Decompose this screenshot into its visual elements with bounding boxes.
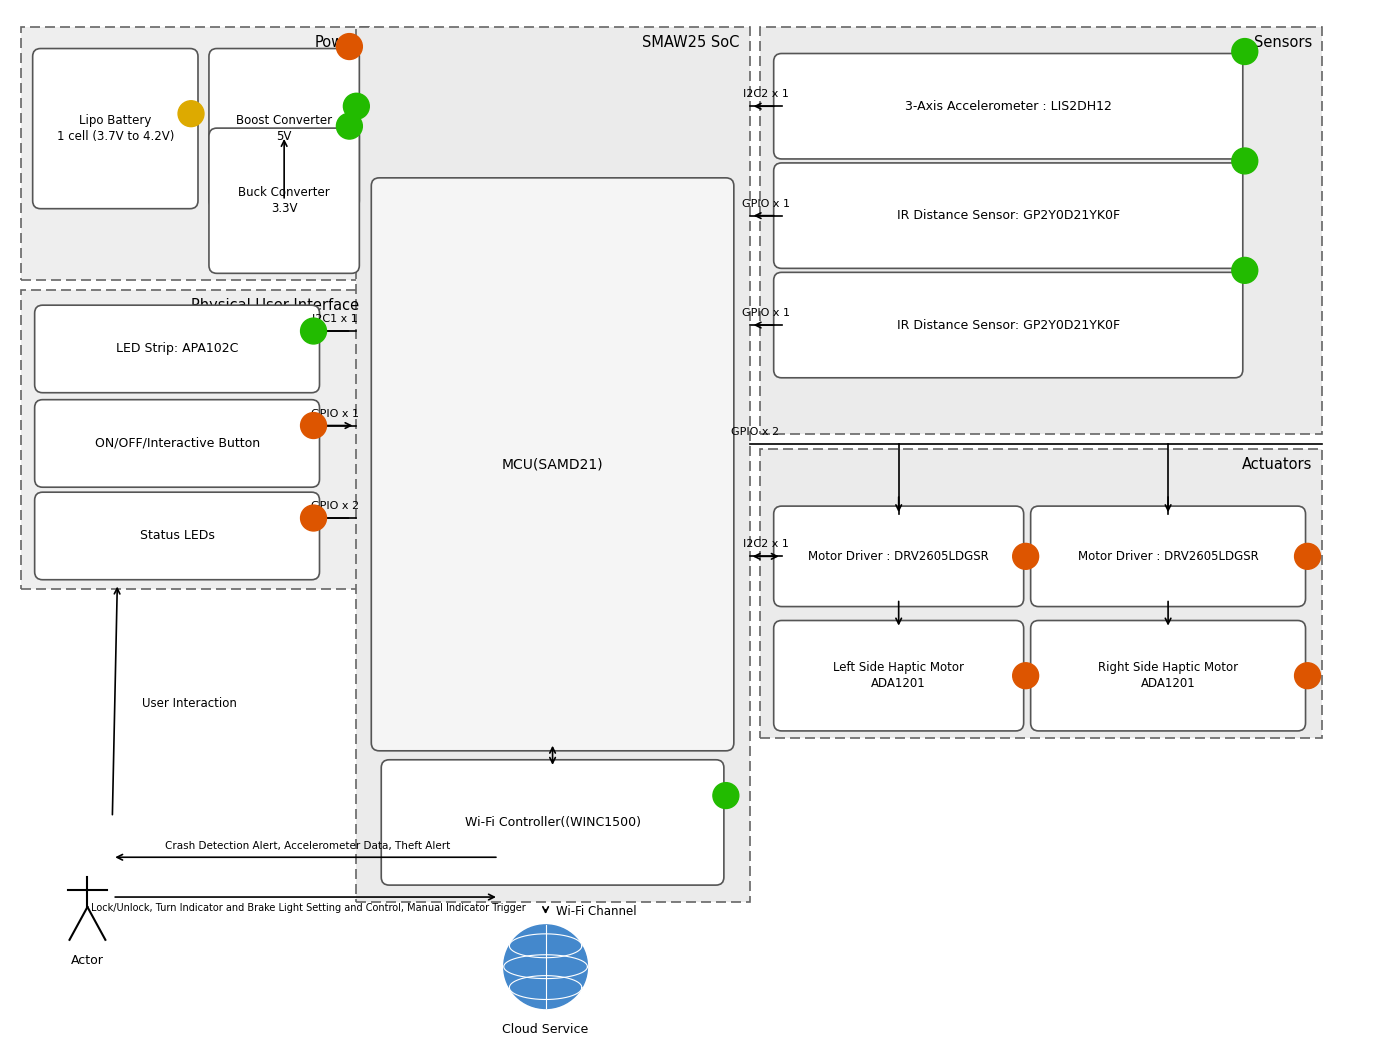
Circle shape	[1013, 544, 1039, 569]
FancyBboxPatch shape	[774, 506, 1024, 607]
Circle shape	[713, 783, 739, 808]
Text: GPIO x 1: GPIO x 1	[742, 199, 789, 209]
FancyBboxPatch shape	[774, 621, 1024, 730]
FancyBboxPatch shape	[356, 26, 750, 902]
FancyBboxPatch shape	[35, 306, 319, 393]
FancyBboxPatch shape	[1031, 506, 1305, 607]
Text: Crash Detection Alert, Accelerometer Data, Theft Alert: Crash Detection Alert, Accelerometer Dat…	[165, 841, 451, 852]
FancyBboxPatch shape	[381, 760, 724, 885]
Text: User Interaction: User Interaction	[143, 697, 237, 709]
Text: IR Distance Sensor: GP2Y0D21YK0F: IR Distance Sensor: GP2Y0D21YK0F	[896, 318, 1119, 332]
Circle shape	[301, 505, 326, 531]
Text: LED Strip: APA102C: LED Strip: APA102C	[117, 343, 239, 355]
Text: Sensors: Sensors	[1254, 35, 1312, 50]
FancyBboxPatch shape	[760, 26, 1322, 434]
Circle shape	[1294, 544, 1320, 569]
Text: Status LEDs: Status LEDs	[140, 529, 215, 543]
Text: Boost Converter: Boost Converter	[236, 114, 333, 128]
Text: Motor Driver : DRV2605LDGSR: Motor Driver : DRV2605LDGSR	[809, 550, 989, 563]
FancyBboxPatch shape	[35, 492, 319, 580]
Circle shape	[301, 318, 326, 344]
Circle shape	[301, 412, 326, 438]
Text: GPIO x 1: GPIO x 1	[311, 409, 359, 418]
FancyBboxPatch shape	[209, 48, 359, 209]
Text: Lipo Battery: Lipo Battery	[79, 114, 151, 128]
Text: GPIO x 2: GPIO x 2	[731, 428, 779, 437]
Text: GPIO x 2: GPIO x 2	[311, 501, 359, 511]
FancyBboxPatch shape	[209, 129, 359, 273]
Circle shape	[337, 113, 362, 139]
Text: ADA1201: ADA1201	[871, 677, 927, 690]
Text: Cloud Service: Cloud Service	[502, 1023, 588, 1036]
Text: MCU(SAMD21): MCU(SAMD21)	[502, 457, 603, 471]
Text: Lock/Unlock, Turn Indicator and Brake Light Setting and Control, Manual Indicato: Lock/Unlock, Turn Indicator and Brake Li…	[90, 903, 526, 913]
Text: Buck Converter: Buck Converter	[239, 187, 330, 199]
Circle shape	[1232, 257, 1258, 284]
Text: 5V: 5V	[276, 130, 291, 143]
Text: Physical User Interface: Physical User Interface	[191, 298, 359, 313]
FancyBboxPatch shape	[33, 48, 198, 209]
FancyBboxPatch shape	[760, 449, 1322, 738]
Text: Right Side Haptic Motor: Right Side Haptic Motor	[1099, 661, 1239, 675]
Circle shape	[337, 34, 362, 59]
Circle shape	[344, 94, 369, 119]
FancyBboxPatch shape	[21, 26, 369, 280]
Text: Actuators: Actuators	[1243, 457, 1312, 472]
Text: IR Distance Sensor: GP2Y0D21YK0F: IR Distance Sensor: GP2Y0D21YK0F	[896, 209, 1119, 222]
Text: I2C2 x 1: I2C2 x 1	[743, 540, 789, 549]
Text: I2C1 x 1: I2C1 x 1	[312, 314, 358, 324]
FancyBboxPatch shape	[372, 178, 734, 750]
Circle shape	[1232, 148, 1258, 174]
Text: Actor: Actor	[71, 954, 104, 967]
Circle shape	[1013, 663, 1039, 688]
Text: Left Side Haptic Motor: Left Side Haptic Motor	[834, 661, 964, 675]
Text: ADA1201: ADA1201	[1140, 677, 1196, 690]
FancyBboxPatch shape	[774, 163, 1243, 269]
Circle shape	[1294, 663, 1320, 688]
FancyBboxPatch shape	[774, 54, 1243, 159]
Circle shape	[178, 101, 204, 126]
FancyBboxPatch shape	[774, 272, 1243, 377]
Text: Power: Power	[315, 35, 359, 50]
Text: GPIO x 1: GPIO x 1	[742, 308, 789, 318]
Text: SMAW25 SoC: SMAW25 SoC	[642, 35, 739, 50]
Text: Wi-Fi Channel: Wi-Fi Channel	[556, 905, 637, 918]
Text: I2C2 x 1: I2C2 x 1	[743, 90, 789, 99]
Text: 3.3V: 3.3V	[270, 202, 297, 215]
Text: Wi-Fi Controller((WINC1500): Wi-Fi Controller((WINC1500)	[465, 816, 641, 828]
Text: 3-Axis Accelerometer : LIS2DH12: 3-Axis Accelerometer : LIS2DH12	[904, 100, 1111, 113]
FancyBboxPatch shape	[21, 290, 369, 589]
FancyBboxPatch shape	[1031, 621, 1305, 730]
Text: ON/OFF/Interactive Button: ON/OFF/Interactive Button	[94, 437, 259, 450]
Text: Motor Driver : DRV2605LDGSR: Motor Driver : DRV2605LDGSR	[1078, 550, 1258, 563]
Circle shape	[503, 925, 588, 1009]
Circle shape	[1232, 39, 1258, 64]
FancyBboxPatch shape	[35, 399, 319, 487]
Text: 1 cell (3.7V to 4.2V): 1 cell (3.7V to 4.2V)	[57, 130, 173, 143]
